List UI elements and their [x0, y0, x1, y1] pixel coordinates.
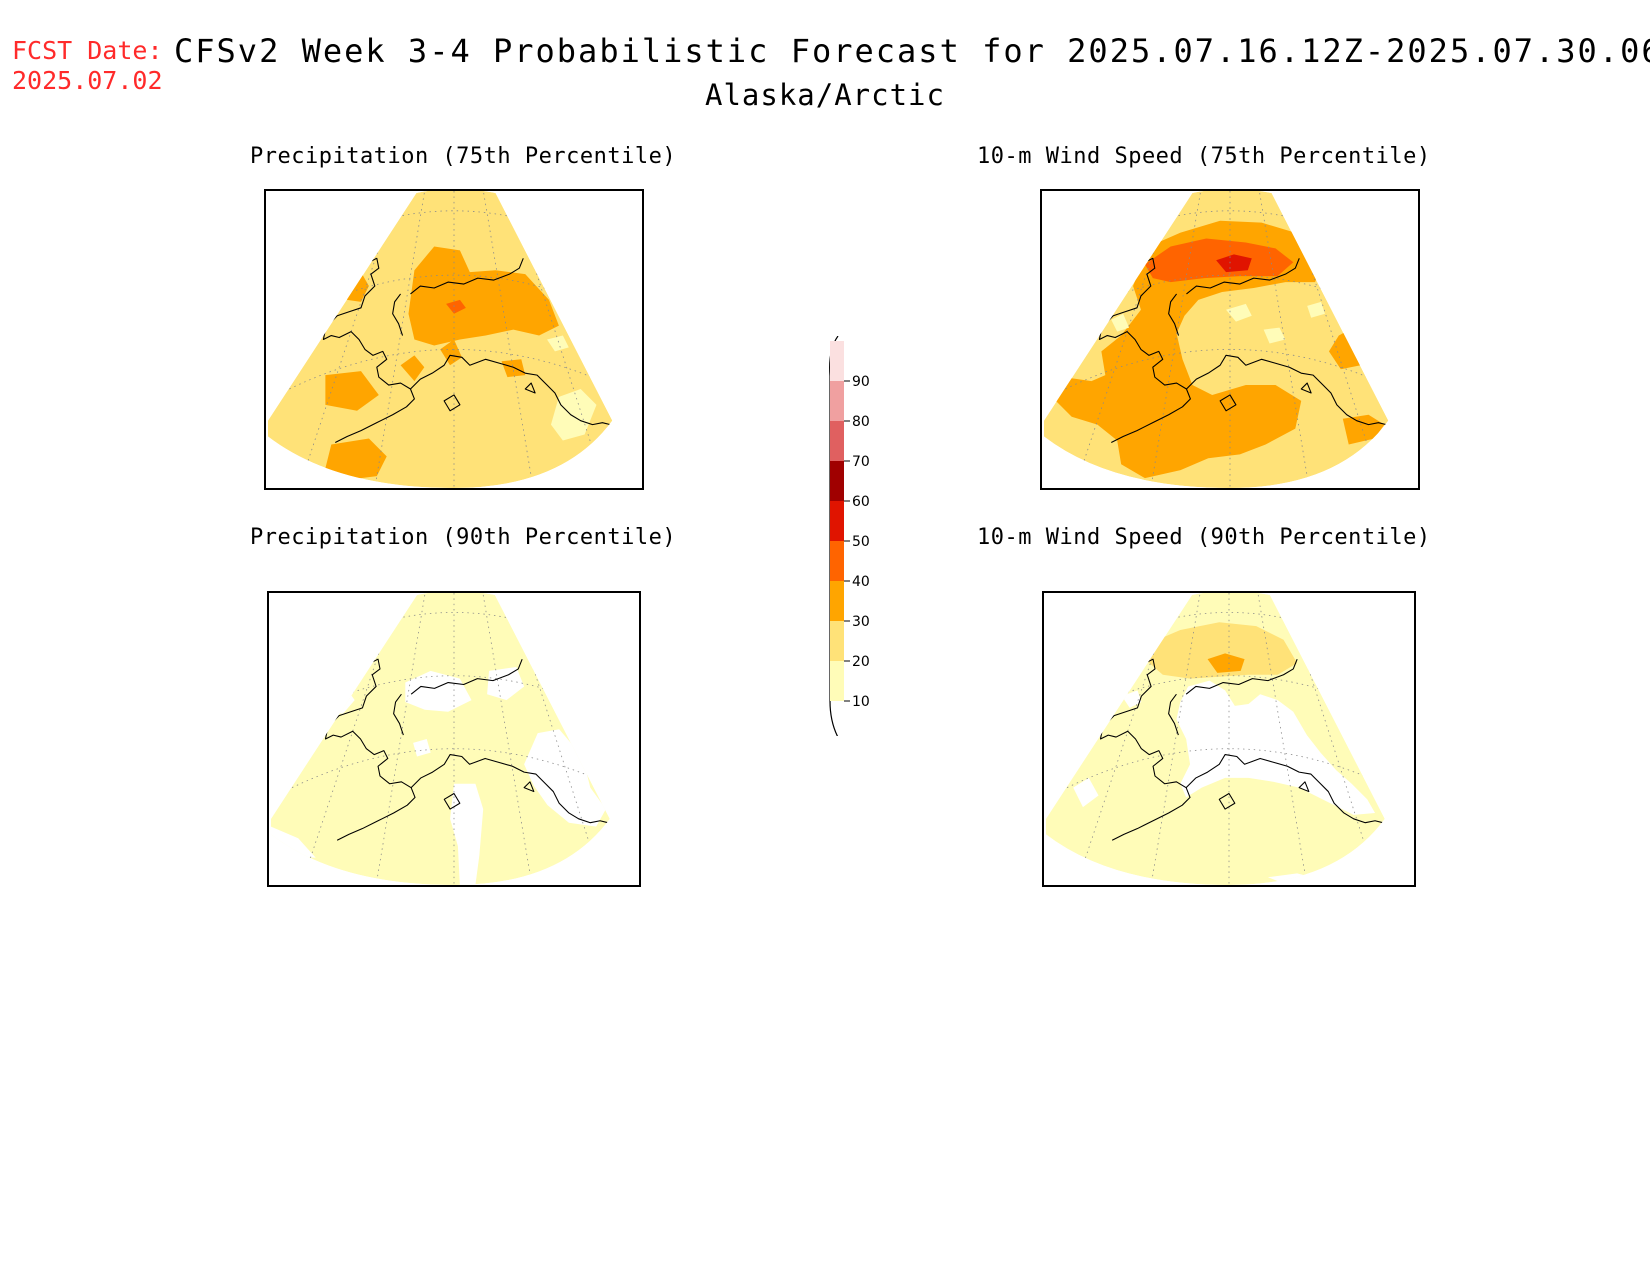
- colorbar-swatch-80: [830, 381, 844, 421]
- probability-shaded-region: [501, 359, 526, 378]
- panel-title-precip-75: Precipitation (75th Percentile): [250, 144, 677, 169]
- coastline: [1099, 658, 1191, 841]
- panel-title-precip-90: Precipitation (90th Percentile): [250, 525, 677, 550]
- colorbar-swatch-40: [830, 541, 844, 581]
- probability-shaded-region: [1073, 777, 1099, 808]
- map-precip-90th-percentile: [267, 591, 641, 887]
- coastline: [1219, 394, 1237, 412]
- coastline: [1186, 258, 1300, 295]
- probability-shaded-region: [325, 438, 387, 481]
- coastline: [410, 658, 523, 695]
- graticule-line: [374, 192, 425, 488]
- colorbar-swatch-60: [830, 461, 844, 501]
- coastline: [523, 781, 535, 793]
- coastline: [1168, 293, 1180, 336]
- graticule-line: [1259, 192, 1310, 488]
- colorbar-tick-label: 60: [852, 494, 870, 510]
- coastline: [1185, 658, 1298, 695]
- coastline: [322, 257, 415, 443]
- colorbar-tick-label: 30: [852, 614, 870, 630]
- probability-shaded-region: [1342, 414, 1385, 445]
- main-title: CFSv2 Week 3-4 Probabilistic Forecast fo…: [174, 32, 1650, 70]
- colorbar-tick-label: 80: [852, 414, 870, 430]
- map-canvas: [1045, 593, 1385, 885]
- probability-shaded-region: [1307, 301, 1325, 318]
- colorbar-swatch-30: [830, 581, 844, 621]
- graticule-line: [307, 602, 396, 866]
- coastline: [443, 394, 461, 412]
- probability-shaded-region: [547, 335, 569, 352]
- colorbar-tick-label: 10: [852, 694, 870, 710]
- probability-shaded-region: [405, 670, 472, 712]
- graticule-line: [1082, 602, 1171, 866]
- coastline: [1168, 693, 1179, 736]
- probability-shaded-region: [550, 389, 597, 441]
- probability-shaded-region: [440, 339, 462, 366]
- coastline: [1098, 257, 1191, 443]
- map-canvas: [270, 593, 610, 885]
- map-wind-speed-90th-percentile: [1042, 591, 1416, 887]
- probability-shaded-region: [446, 299, 466, 314]
- coastline: [1300, 382, 1312, 394]
- map-wind-speed-75th-percentile: [1040, 189, 1420, 490]
- colorbar-tick-label: 50: [852, 534, 870, 550]
- graticule-line: [375, 594, 426, 885]
- forecast-date-label: FCST Date:: [12, 36, 163, 65]
- colorbar-swatch-50: [830, 501, 844, 541]
- colorbar-swatch-10: [830, 661, 844, 701]
- probability-shaded-region: [1226, 303, 1252, 322]
- probability-shaded-region: [1147, 622, 1298, 679]
- probability-colorbar: 10 20 30 40 50 60 70 80 90: [829, 336, 870, 736]
- panel-title-wind-75: 10-m Wind Speed (75th Percentile): [977, 144, 1431, 169]
- coastline: [443, 792, 461, 810]
- colorbar-tick-label: 70: [852, 454, 870, 470]
- graticule-line: [1045, 349, 1389, 400]
- panel-title-wind-90: 10-m Wind Speed (90th Percentile): [977, 525, 1431, 550]
- probability-shaded-region: [1111, 313, 1130, 332]
- graticule-line: [482, 594, 533, 885]
- colorbar-tick-label: 40: [852, 574, 870, 590]
- probability-shaded-region: [1207, 653, 1245, 673]
- graticule-line: [1257, 594, 1308, 885]
- probability-shaded-region: [524, 729, 606, 827]
- coastline: [410, 754, 608, 824]
- map-canvas: [267, 191, 613, 488]
- probability-shaded-region: [408, 246, 559, 346]
- colorbar-swatch-70: [830, 421, 844, 461]
- graticule-line: [1150, 594, 1201, 885]
- coastline: [410, 354, 611, 426]
- map-precip-75th-percentile: [264, 189, 644, 490]
- coastline: [1185, 754, 1383, 824]
- map-canvas: [1043, 191, 1389, 488]
- colorbar-tick-label: 20: [852, 654, 870, 670]
- fan-background-shading: [270, 593, 610, 885]
- coastline: [392, 293, 404, 336]
- probability-shaded-region: [450, 783, 484, 885]
- coastline: [324, 658, 416, 841]
- colorbar-swatch-20: [830, 621, 844, 661]
- probability-shaded-region: [1263, 327, 1286, 344]
- probability-shaded-region: [413, 739, 431, 757]
- coastline: [410, 258, 524, 295]
- probability-shaded-region: [1176, 680, 1376, 815]
- coastline: [1186, 354, 1387, 426]
- graticule-line: [269, 349, 613, 400]
- coastline: [1218, 792, 1236, 810]
- probability-shaded-region: [325, 371, 379, 411]
- colorbar-tick-label: 90: [852, 374, 870, 390]
- graticule-line: [1150, 192, 1201, 488]
- region-subtitle: Alaska/Arctic: [705, 78, 945, 112]
- coastline: [393, 693, 404, 736]
- probability-shaded-region: [1055, 220, 1325, 479]
- coastline: [524, 382, 536, 394]
- coastline: [1298, 781, 1310, 793]
- probability-shaded-region: [1216, 254, 1252, 273]
- graticule-line: [483, 192, 534, 488]
- graticule-line: [1081, 200, 1172, 469]
- forecast-date-value: 2025.07.02: [12, 66, 163, 95]
- probability-shaded-region: [400, 355, 425, 382]
- graticule-line: [305, 200, 396, 469]
- colorbar-swatch-90: [830, 341, 844, 381]
